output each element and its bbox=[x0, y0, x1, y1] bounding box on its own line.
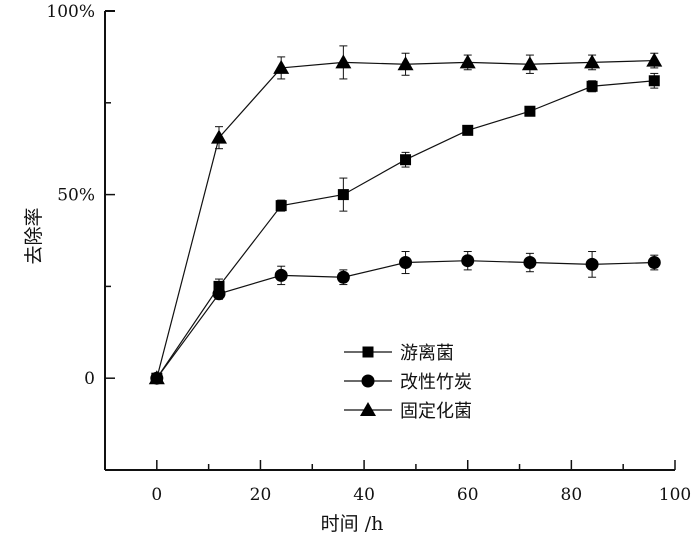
data-point bbox=[274, 268, 288, 282]
x-tick-label: 100 bbox=[659, 485, 691, 505]
data-point bbox=[400, 154, 412, 166]
data-point bbox=[523, 256, 537, 270]
data-point bbox=[461, 254, 475, 268]
data-point bbox=[524, 105, 536, 117]
x-tick-label: 0 bbox=[151, 485, 162, 505]
data-point bbox=[584, 54, 601, 69]
series-line bbox=[156, 59, 655, 379]
data-point bbox=[273, 59, 290, 74]
data-point bbox=[521, 56, 538, 71]
y-axis-title: 去除率 bbox=[23, 207, 45, 264]
data-point bbox=[399, 256, 413, 270]
data-point bbox=[646, 52, 663, 67]
data-point bbox=[459, 54, 476, 69]
legend-marker-triangle bbox=[360, 402, 376, 416]
legend-label: 固定化菌 bbox=[400, 401, 472, 422]
x-tick-label: 80 bbox=[561, 485, 583, 505]
y-tick-label: 0 bbox=[84, 369, 95, 389]
data-point bbox=[335, 54, 352, 69]
y-tick-label: 50% bbox=[57, 186, 95, 206]
x-tick-label: 20 bbox=[250, 485, 272, 505]
y-tick-label: 100% bbox=[46, 2, 95, 22]
data-point bbox=[586, 80, 598, 92]
legend-label: 游离菌 bbox=[400, 343, 454, 364]
legend-label: 改性竹炭 bbox=[400, 372, 472, 393]
x-tick-label: 40 bbox=[353, 485, 375, 505]
data-point bbox=[275, 200, 287, 212]
x-axis-title: 时间 /h bbox=[321, 513, 384, 535]
data-point bbox=[648, 75, 660, 87]
series-circle bbox=[150, 251, 661, 385]
legend-marker-square bbox=[362, 346, 374, 358]
series-line bbox=[156, 80, 655, 379]
data-point bbox=[211, 129, 227, 144]
x-tick-label: 60 bbox=[457, 485, 479, 505]
data-point bbox=[397, 56, 414, 71]
data-point bbox=[212, 287, 226, 301]
data-point bbox=[213, 280, 225, 292]
data-point bbox=[462, 124, 474, 136]
data-point bbox=[336, 270, 350, 284]
series-triangle bbox=[148, 45, 663, 385]
data-point bbox=[585, 257, 599, 271]
data-point bbox=[647, 256, 661, 270]
data-point bbox=[148, 370, 165, 385]
series-square bbox=[151, 72, 660, 384]
data-point bbox=[337, 189, 349, 201]
legend-marker-circle bbox=[361, 374, 375, 388]
